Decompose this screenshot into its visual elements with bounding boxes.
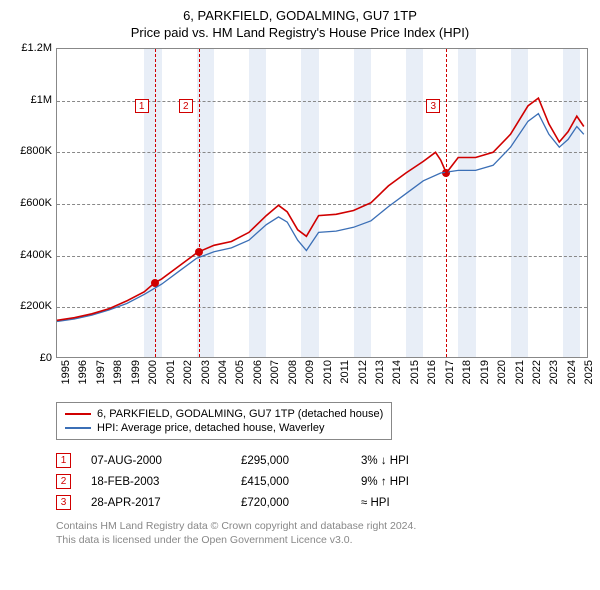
y-tick-label: £1.2M [12, 42, 52, 54]
x-tick-label: 2005 [234, 360, 246, 384]
series-property [57, 98, 584, 320]
x-tick-label: 2018 [461, 360, 473, 384]
y-tick-label: £200K [12, 300, 52, 312]
attribution-line: Contains HM Land Registry data © Crown c… [56, 519, 588, 533]
x-tick-label: 2000 [147, 360, 159, 384]
x-tick-label: 2024 [566, 360, 578, 384]
legend-label: 6, PARKFIELD, GODALMING, GU7 1TP (detach… [97, 408, 383, 420]
txn-index-box: 3 [56, 495, 71, 510]
x-tick-label: 2014 [391, 360, 403, 384]
legend-swatch [65, 427, 91, 429]
x-tick-label: 2011 [339, 360, 351, 384]
x-tick-label: 2002 [182, 360, 194, 384]
txn-delta: 9% ↑ HPI [361, 476, 481, 488]
x-tick-label: 1995 [60, 360, 72, 384]
txn-price: £720,000 [241, 497, 361, 509]
legend-label: HPI: Average price, detached house, Wave… [97, 422, 324, 434]
x-tick-label: 2019 [479, 360, 491, 384]
y-tick-label: £400K [12, 249, 52, 261]
x-tick-label: 2003 [200, 360, 212, 384]
x-tick-label: 2020 [496, 360, 508, 384]
legend-item: 6, PARKFIELD, GODALMING, GU7 1TP (detach… [65, 407, 383, 421]
legend: 6, PARKFIELD, GODALMING, GU7 1TP (detach… [56, 402, 392, 440]
x-tick-label: 2001 [165, 360, 177, 384]
x-tick-label: 2010 [322, 360, 334, 384]
legend-swatch [65, 413, 91, 415]
txn-delta: 3% ↓ HPI [361, 455, 481, 467]
attribution-line: This data is licensed under the Open Gov… [56, 533, 588, 547]
chart-area: £0£200K£400K£600K£800K£1M£1.2M 123 19951… [12, 48, 588, 396]
transactions-table: 1 07-AUG-2000£295,0003% ↓ HPI 2 18-FEB-2003… [56, 450, 588, 513]
chart-title: 6, PARKFIELD, GODALMING, GU7 1TP [12, 8, 588, 23]
x-tick-label: 2022 [531, 360, 543, 384]
txn-date: 18-FEB-2003 [91, 476, 241, 488]
x-tick-label: 2004 [217, 360, 229, 384]
y-tick-label: £600K [12, 197, 52, 209]
legend-item: HPI: Average price, detached house, Wave… [65, 421, 383, 435]
attribution: Contains HM Land Registry data © Crown c… [56, 519, 588, 547]
x-tick-label: 2017 [444, 360, 456, 384]
txn-date: 28-APR-2017 [91, 497, 241, 509]
x-tick-label: 2009 [304, 360, 316, 384]
plot-area: 123 [56, 48, 588, 358]
txn-price: £295,000 [241, 455, 361, 467]
txn-delta: ≈ HPI [361, 497, 481, 509]
chart-lines [57, 49, 589, 359]
x-tick-label: 2025 [583, 360, 595, 384]
x-tick-label: 2015 [409, 360, 421, 384]
x-tick-label: 2008 [287, 360, 299, 384]
x-tick-label: 2021 [514, 360, 526, 384]
x-tick-label: 2007 [269, 360, 281, 384]
series-hpi [57, 114, 584, 322]
txn-index-box: 2 [56, 474, 71, 489]
y-tick-label: £0 [12, 352, 52, 364]
y-tick-label: £1M [12, 94, 52, 106]
x-tick-label: 1998 [112, 360, 124, 384]
x-tick-label: 1999 [130, 360, 142, 384]
txn-date: 07-AUG-2000 [91, 455, 241, 467]
chart-subtitle: Price paid vs. HM Land Registry's House … [12, 25, 588, 40]
transaction-row: 2 18-FEB-2003£415,0009% ↑ HPI [56, 471, 588, 492]
y-tick-label: £800K [12, 145, 52, 157]
x-tick-label: 2006 [252, 360, 264, 384]
x-tick-label: 2013 [374, 360, 386, 384]
transaction-row: 1 07-AUG-2000£295,0003% ↓ HPI [56, 450, 588, 471]
x-tick-label: 1997 [95, 360, 107, 384]
x-tick-label: 2023 [548, 360, 560, 384]
x-tick-label: 1996 [77, 360, 89, 384]
txn-index-box: 1 [56, 453, 71, 468]
transaction-row: 3 28-APR-2017£720,000≈ HPI [56, 492, 588, 513]
x-tick-label: 2012 [357, 360, 369, 384]
txn-price: £415,000 [241, 476, 361, 488]
x-tick-label: 2016 [426, 360, 438, 384]
